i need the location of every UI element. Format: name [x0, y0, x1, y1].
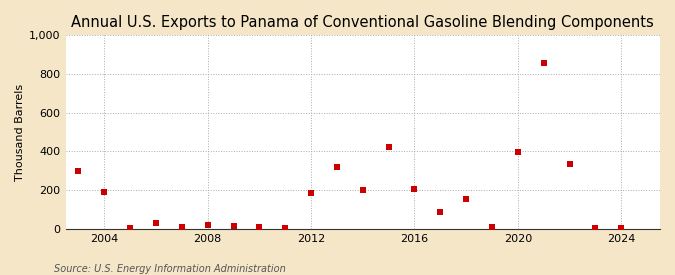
Y-axis label: Thousand Barrels: Thousand Barrels [15, 83, 25, 181]
Point [538, 60, 549, 65]
Point [331, 165, 342, 169]
Point [280, 226, 291, 230]
Point [590, 226, 601, 230]
Point [461, 196, 472, 201]
Point [202, 222, 213, 227]
Point [125, 226, 136, 230]
Point [357, 188, 368, 192]
Point [151, 221, 161, 226]
Point [73, 169, 84, 173]
Point [616, 226, 626, 230]
Point [512, 150, 523, 155]
Point [99, 190, 110, 194]
Point [228, 224, 239, 228]
Point [487, 225, 497, 229]
Point [409, 187, 420, 191]
Title: Annual U.S. Exports to Panama of Conventional Gasoline Blending Components: Annual U.S. Exports to Panama of Convent… [72, 15, 654, 30]
Point [306, 191, 317, 196]
Point [176, 224, 187, 229]
Point [435, 210, 446, 214]
Point [564, 162, 575, 166]
Text: Source: U.S. Energy Information Administration: Source: U.S. Energy Information Administ… [54, 264, 286, 274]
Point [383, 145, 394, 150]
Point [254, 224, 265, 229]
